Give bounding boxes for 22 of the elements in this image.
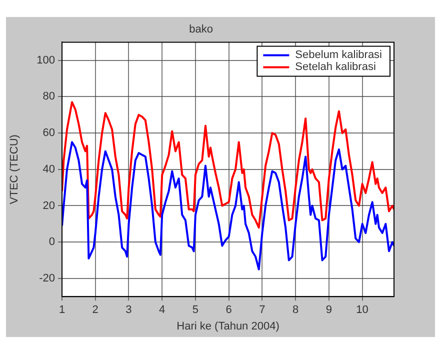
chart-title: bako: [189, 24, 213, 36]
x-tick-label: 5: [192, 304, 199, 316]
x-tick-label: 1: [58, 304, 66, 316]
x-tick-label: 3: [126, 304, 132, 316]
y-tick-label: 60: [42, 127, 55, 140]
y-axis-title: VTEC (TECU): [8, 134, 21, 204]
legend-label: Sebelum kalibrasi: [295, 49, 382, 62]
y-tick-label: 100: [36, 54, 55, 66]
x-tick-label: 2: [92, 304, 98, 316]
x-tick-label: 6: [226, 304, 232, 316]
x-tick-label: 7: [259, 304, 266, 316]
legend-label: Setelah kalibrasi: [295, 61, 376, 74]
y-tick-label: 80: [42, 90, 55, 103]
x-tick-label: 8: [292, 304, 299, 316]
y-tick-label: 20: [42, 200, 55, 212]
x-tick-label: 4: [159, 304, 166, 316]
y-tick-label: 40: [42, 163, 55, 176]
x-tick-label: 10: [356, 304, 368, 316]
y-tick-label: -20: [39, 272, 55, 284]
x-axis-title: Hari ke (Tahun 2004): [176, 320, 280, 332]
x-tick-label: 9: [326, 304, 332, 316]
y-tick-label: 0: [48, 236, 55, 248]
